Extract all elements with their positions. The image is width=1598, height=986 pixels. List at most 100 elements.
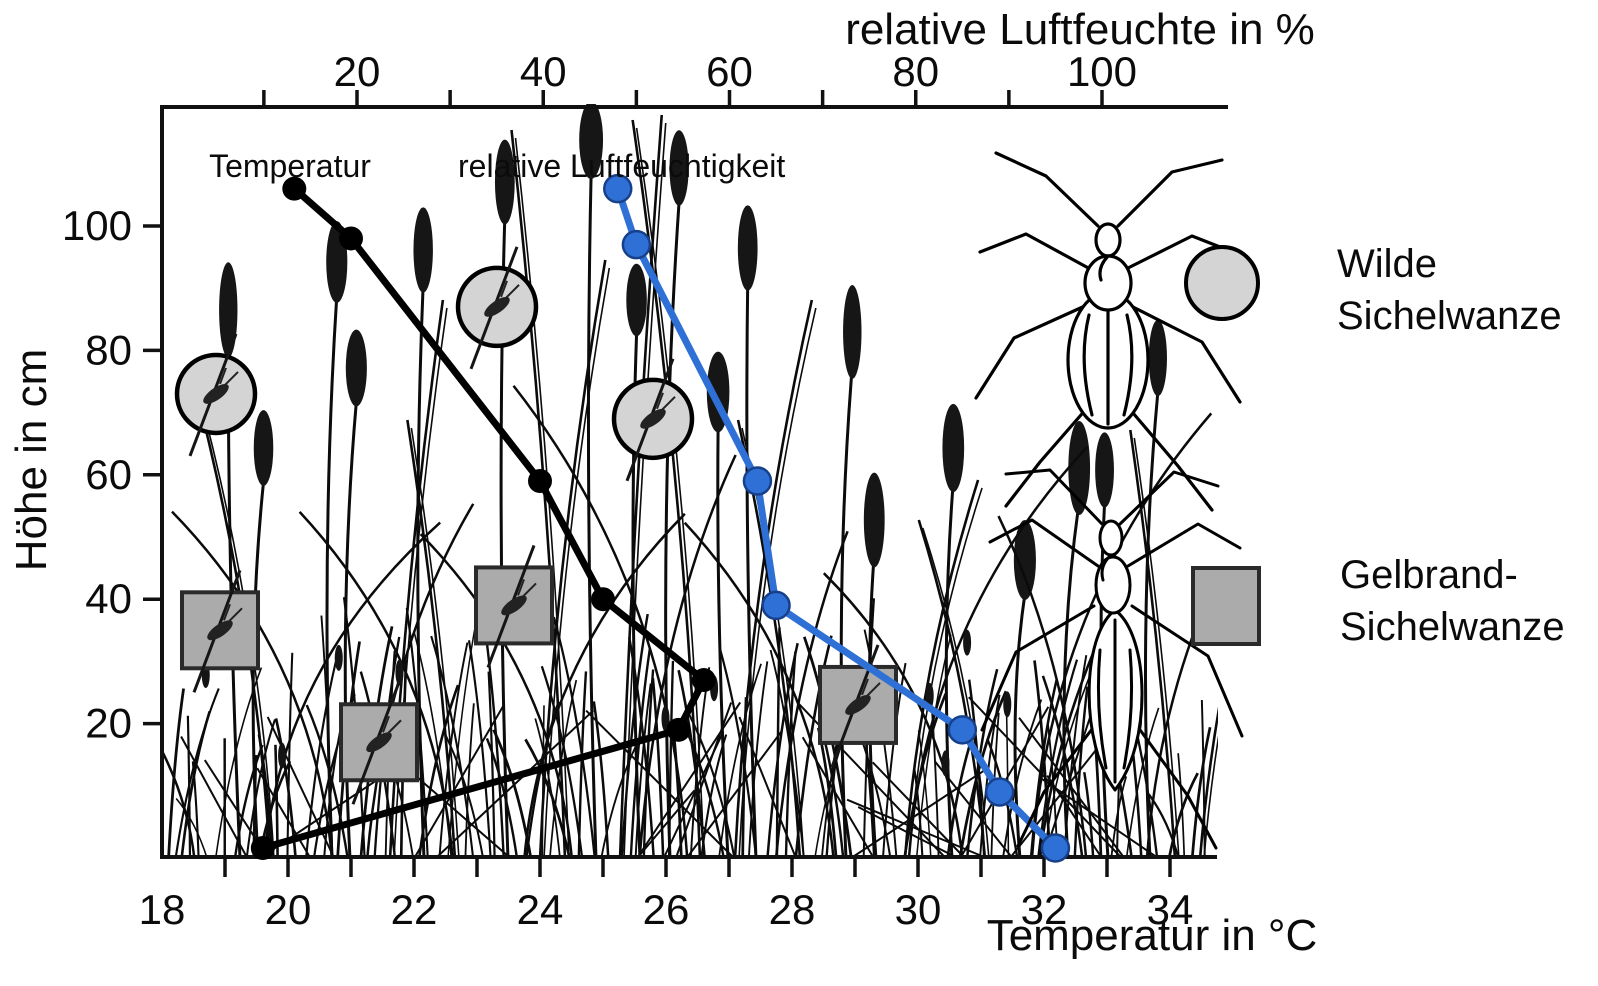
- legend-label-gelbrand-line1: Gelbrand-: [1340, 553, 1518, 597]
- bottom-tick-label: 30: [895, 886, 942, 933]
- small-bug-antenna: [223, 371, 239, 387]
- bug1-wing-right: [1122, 313, 1134, 417]
- bent-leaf: [997, 515, 1088, 859]
- grass-blade: [492, 729, 533, 859]
- axis-ticks: 20 40 60 80 100 18 20 22 24 26 28 30 32 34 20 40 60 80 100: [62, 48, 1193, 933]
- bug2-mid-leg-right: [1130, 604, 1244, 738]
- small-bug: [207, 620, 233, 641]
- seed-head: [219, 262, 238, 358]
- bug2-front-leg-right: [1126, 522, 1242, 568]
- bug1-head: [1094, 222, 1122, 258]
- grass-blade: [438, 642, 469, 859]
- spikelet: [661, 705, 670, 732]
- grass-blade: [1177, 753, 1186, 859]
- bug1-mid-leg-left: [974, 303, 1089, 400]
- grass-blade: [304, 650, 340, 859]
- left-tick-label: 20: [85, 700, 132, 747]
- reed-stem: [1062, 501, 1081, 859]
- grass-cross-blade: [1046, 774, 1102, 858]
- grass-cross-blade: [1042, 702, 1096, 858]
- data-series: [250, 173, 1071, 863]
- small-bug-antenna: [865, 682, 881, 698]
- seed-head: [1068, 420, 1091, 516]
- left-axis-title: Höhe in cm: [7, 349, 56, 572]
- grass-cross-blade: [872, 761, 965, 858]
- leaf-blade: [903, 479, 980, 859]
- humidity-point: [947, 715, 978, 745]
- grass-blade: [766, 642, 799, 859]
- grass-cross-blade: [846, 798, 985, 858]
- leaf-blade: [1129, 429, 1177, 859]
- top-tick-label: 60: [706, 48, 753, 95]
- grass-blade: [245, 719, 276, 859]
- bug2-head: [1098, 519, 1124, 557]
- grass-blade: [1001, 699, 1043, 859]
- grass-blade: [191, 761, 200, 859]
- temperature-point: [691, 668, 716, 693]
- bug1-front-leg-left: [978, 232, 1094, 272]
- grass-blade: [667, 660, 675, 859]
- small-bug-antenna: [219, 367, 227, 385]
- grass-cross-blade: [637, 701, 742, 858]
- bug2-front-leg-left: [988, 518, 1100, 568]
- grass-blade: [464, 703, 475, 859]
- bottom-tick-label: 26: [643, 886, 690, 933]
- grass-cross-blade: [436, 709, 595, 858]
- temperature-point: [339, 226, 363, 251]
- reed-stem: [1013, 593, 1027, 859]
- seed-head: [1095, 432, 1114, 508]
- bent-leaf: [774, 530, 849, 859]
- grass-blade: [718, 648, 758, 859]
- spikelet: [963, 629, 972, 656]
- small-bug-antenna: [861, 678, 869, 696]
- grass-blade: [651, 677, 665, 859]
- bug2-mid-leg-left: [980, 604, 1096, 732]
- leaf-blade: [618, 114, 664, 859]
- spikelet: [334, 644, 343, 671]
- grass-cross-blade: [256, 767, 311, 858]
- grass-cross-blade: [738, 716, 797, 858]
- vegetation-illustration: [164, 104, 1218, 859]
- bug1-wing-left: [1082, 313, 1094, 417]
- bottom-tick-label: 20: [265, 886, 312, 933]
- grass-blade: [620, 613, 649, 859]
- grass-blade: [958, 690, 1008, 859]
- leaf-blade: [406, 419, 457, 859]
- grass-blade: [1190, 726, 1212, 859]
- temperature-series-label: Temperatur: [209, 148, 371, 184]
- spikelet: [941, 750, 950, 777]
- reed-stem: [745, 281, 758, 859]
- temperature-point: [591, 587, 615, 612]
- humidity-point: [984, 777, 1015, 807]
- small-bug: [640, 408, 666, 429]
- grass-blade: [794, 635, 833, 859]
- grass-blade: [413, 630, 453, 859]
- grass-blade: [1147, 793, 1180, 859]
- temperature-point: [282, 176, 307, 201]
- humidity-point: [1040, 833, 1071, 863]
- seed-head: [579, 104, 604, 179]
- grass-blade: [1167, 772, 1199, 859]
- gelbrand-sichelwanze-drawing: [980, 468, 1244, 850]
- grass-blade: [320, 615, 334, 859]
- bug2-wing-right: [1122, 648, 1134, 770]
- grass-cross-blade: [637, 789, 696, 858]
- small-bug: [366, 732, 392, 753]
- bent-leaf: [523, 512, 686, 859]
- bent-leaf: [1030, 412, 1213, 859]
- seed-head: [345, 329, 367, 407]
- grass-blade: [769, 649, 805, 859]
- grass-blade: [305, 704, 350, 859]
- seed-head: [1013, 520, 1036, 600]
- bent-leaf: [171, 510, 334, 859]
- reed-stem: [839, 365, 854, 859]
- leaf-blade-outline: [1133, 437, 1180, 859]
- top-tick-label: 80: [892, 48, 939, 95]
- small-bug-antenna: [521, 582, 537, 599]
- small-bug-antenna: [660, 396, 676, 412]
- small-bug-antenna: [517, 579, 525, 596]
- spikelet: [1003, 691, 1012, 718]
- seed-head: [494, 139, 515, 225]
- legend-label-wilde-line2: Sichelwanze: [1337, 294, 1562, 338]
- habitat-markers: [174, 246, 898, 805]
